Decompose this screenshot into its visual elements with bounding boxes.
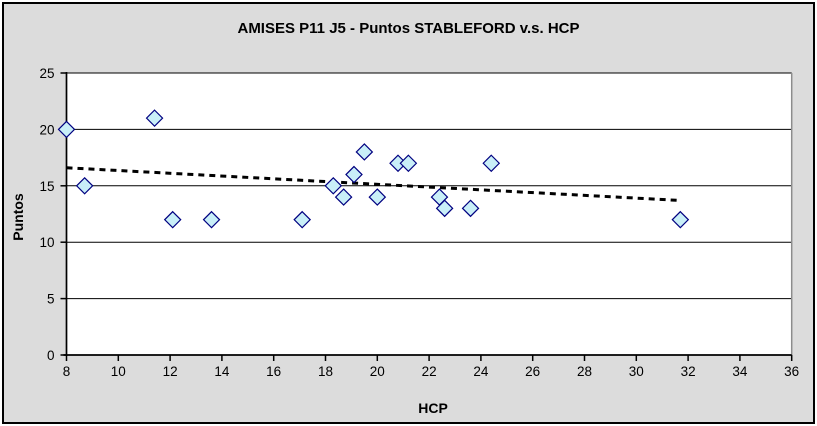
- x-tick-label-14: 14: [214, 364, 230, 379]
- y-tick-label-15: 15: [39, 179, 54, 194]
- data-point-marker: [145, 109, 164, 127]
- data-point-marker: [671, 210, 690, 229]
- y-tick-label-25: 25: [39, 66, 54, 81]
- data-point-marker: [163, 210, 182, 229]
- data-point-marker: [399, 154, 418, 173]
- x-tick-label-30: 30: [629, 364, 644, 379]
- data-point-marker: [482, 154, 501, 173]
- data-point-marker: [293, 210, 312, 229]
- y-tick-label-20: 20: [39, 122, 54, 137]
- x-tick-label-22: 22: [422, 364, 437, 379]
- x-tick-label-16: 16: [266, 364, 281, 379]
- plot-area: [66, 73, 792, 355]
- data-point-marker: [355, 143, 374, 161]
- x-tick-label-18: 18: [318, 364, 333, 379]
- x-tick-label-8: 8: [63, 364, 71, 379]
- data-point-marker: [324, 176, 343, 195]
- x-tick-label-20: 20: [370, 364, 385, 379]
- data-point-marker: [334, 188, 353, 206]
- data-point-marker: [202, 210, 221, 229]
- x-axis-title: HCP: [418, 400, 448, 416]
- chart-title: AMISES P11 J5 - Puntos STABLEFORD v.s. H…: [237, 20, 580, 37]
- data-point-marker: [461, 199, 480, 218]
- x-tick-label-36: 36: [784, 364, 799, 379]
- x-tick-label-10: 10: [111, 364, 126, 379]
- x-tick-label-26: 26: [525, 364, 540, 379]
- x-tick-label-28: 28: [577, 364, 592, 379]
- x-tick-label-24: 24: [473, 364, 489, 379]
- data-point-marker: [57, 120, 76, 139]
- x-tick-label-34: 34: [732, 364, 748, 379]
- y-tick-label-0: 0: [47, 348, 55, 363]
- x-tick-label-12: 12: [163, 364, 178, 379]
- x-tick-label-32: 32: [681, 364, 696, 379]
- y-tick-label-5: 5: [47, 292, 55, 307]
- data-point-marker: [368, 188, 387, 206]
- trendline: [66, 166, 681, 202]
- data-point-marker: [75, 176, 94, 195]
- y-tick-label-10: 10: [39, 235, 54, 250]
- data-point-marker: [435, 199, 454, 218]
- data-point-marker: [345, 165, 363, 184]
